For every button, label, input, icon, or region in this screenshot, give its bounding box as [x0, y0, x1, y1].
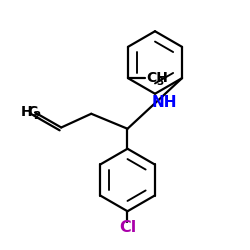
Text: 2: 2 [33, 111, 40, 121]
Text: NH: NH [152, 95, 178, 110]
Text: CH: CH [146, 71, 168, 85]
Text: H: H [21, 105, 32, 119]
Text: Cl: Cl [119, 220, 136, 235]
Text: C: C [28, 105, 38, 119]
Text: 3: 3 [156, 76, 163, 87]
